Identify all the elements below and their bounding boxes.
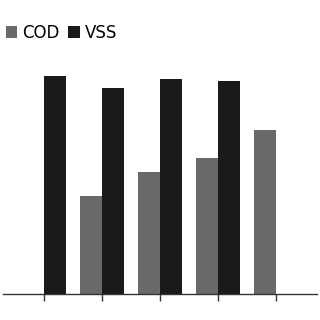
Bar	[196, 158, 218, 294]
Bar	[44, 76, 66, 294]
Legend: COD, VSS: COD, VSS	[0, 17, 124, 48]
Bar	[218, 81, 240, 294]
Bar	[160, 78, 182, 294]
Bar	[254, 130, 276, 294]
Bar	[102, 88, 124, 294]
Bar	[80, 196, 102, 294]
Bar	[138, 172, 160, 294]
